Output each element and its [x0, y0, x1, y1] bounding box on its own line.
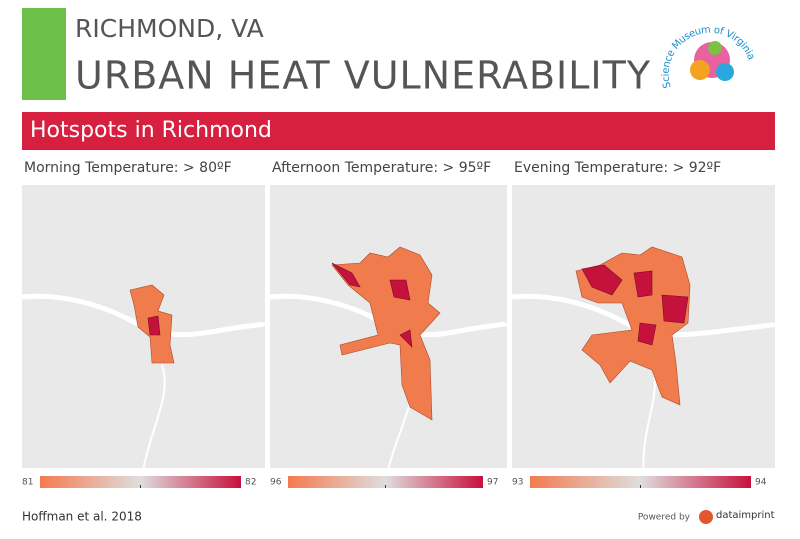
legend-bar — [40, 476, 241, 488]
banner-text: Hotspots in Richmond — [30, 118, 272, 143]
legend-min: 96 — [270, 478, 282, 488]
map — [21, 185, 268, 469]
panel-title: Afternoon Temperature: > 95ºF — [272, 160, 491, 176]
accent-bar — [22, 8, 66, 100]
map — [511, 185, 778, 469]
powered-by: Powered by — [638, 513, 691, 523]
hotspot-area — [661, 294, 689, 324]
legend-max: 97 — [487, 478, 498, 488]
banner — [22, 112, 775, 150]
legend-min: 81 — [22, 478, 33, 488]
legend-bar — [288, 476, 483, 488]
hotspot-area — [389, 279, 411, 301]
subtitle: RICHMOND, VA — [75, 14, 264, 43]
hotspot-area — [637, 322, 657, 346]
brand: dataimprint — [716, 510, 775, 521]
brand-icon — [699, 510, 713, 524]
heat-area — [331, 246, 441, 421]
creek — [142, 364, 166, 469]
hotspot-area — [147, 315, 161, 336]
panels: Morning Temperature: > 80ºF 81 82 Afternoon… — [21, 160, 778, 488]
legend-max: 94 — [755, 478, 767, 488]
hotspot-area — [399, 329, 413, 348]
legend-max: 82 — [245, 478, 256, 488]
logo: Science Museum of Virginia — [661, 24, 757, 89]
legend-min: 93 — [512, 478, 523, 488]
hotspot-area — [633, 270, 653, 298]
panel-title: Morning Temperature: > 80ºF — [24, 160, 232, 176]
citation: Hoffman et al. 2018 — [22, 510, 142, 524]
hotspot-area — [581, 264, 623, 296]
map — [269, 185, 510, 469]
title: URBAN HEAT VULNERABILITY — [75, 54, 651, 98]
panel-title: Evening Temperature: > 92ºF — [514, 160, 721, 176]
hotspot-area — [331, 262, 361, 288]
legend-bar — [530, 476, 751, 488]
